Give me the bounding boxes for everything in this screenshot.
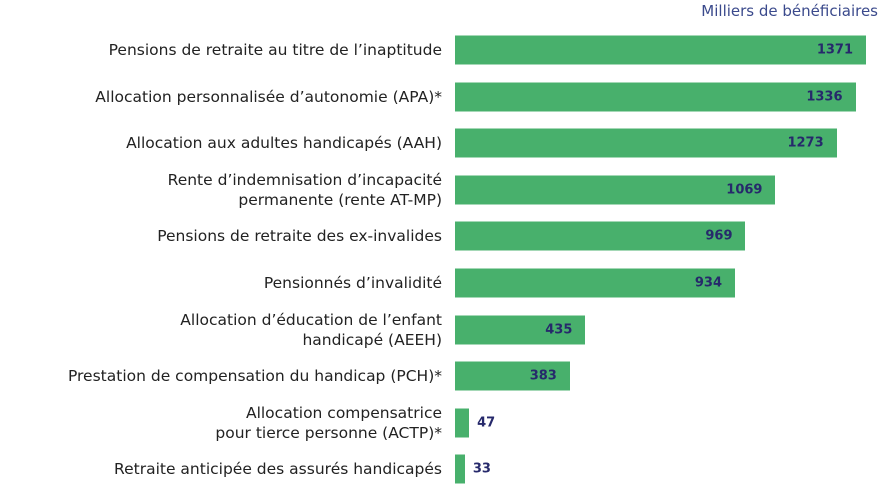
bar [455,408,470,438]
bar [455,82,856,112]
category-label: Pensions de retraite des ex-invalides [157,227,442,246]
subtitle: Milliers de bénéficiaires [701,2,878,20]
value-label: 435 [545,322,573,338]
category-label: Allocation d’éducation de l’enfant handi… [180,310,442,349]
value-label: 47 [477,415,496,431]
value-label: 1336 [806,89,843,105]
bar [455,454,465,484]
bar [455,175,776,205]
bar [455,315,586,345]
bar [455,361,570,391]
value-label: 1069 [726,182,763,198]
bar [455,128,837,158]
bar [455,268,735,298]
category-label: Allocation compensatrice pour tierce per… [215,403,442,442]
value-label: 934 [694,275,722,291]
value-label: 33 [472,461,491,477]
value-label: 383 [529,368,557,384]
category-label: Pensions de retraite au titre de l’inapt… [108,41,442,59]
value-label: 1371 [816,42,853,58]
category-label: Pensionnés d’invalidité [263,274,442,292]
value-label: 1273 [787,135,824,151]
category-label: Allocation aux adultes handicapés (AAH) [126,134,442,153]
category-label: Retraite anticipée des assurés handicapé… [114,460,442,479]
value-label: 969 [705,228,733,244]
category-label: Rente d’indemnisation d’incapacité perma… [167,170,442,209]
category-label: Prestation de compensation du handicap (… [67,367,442,386]
bar [455,221,746,251]
bar [455,35,866,65]
category-label: Allocation personnalisée d’autonomie (AP… [95,87,442,106]
